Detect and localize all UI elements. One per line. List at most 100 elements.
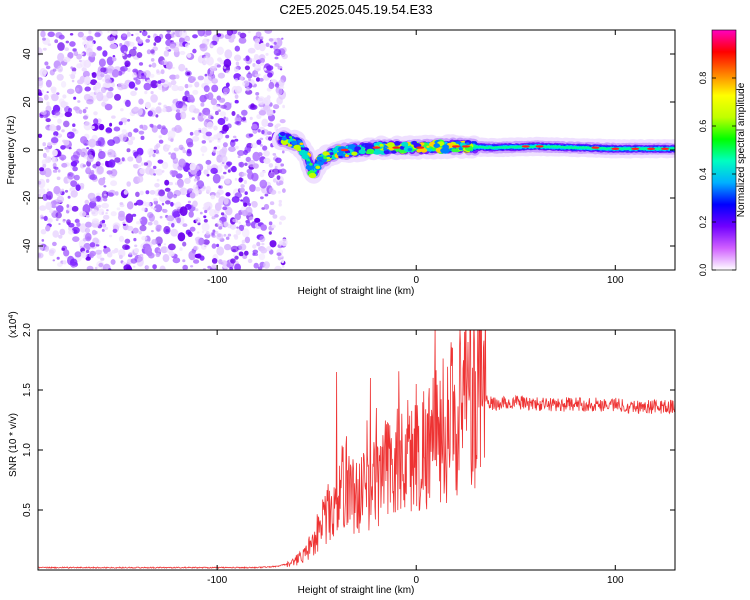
- noise-speckle: [208, 140, 212, 143]
- noise-speckle: [273, 41, 277, 45]
- noise-speckle: [154, 169, 158, 173]
- noise-speckle: [175, 109, 180, 113]
- noise-speckle: [175, 100, 183, 109]
- noise-speckle: [178, 144, 184, 150]
- noise-speckle: [197, 30, 206, 37]
- noise-speckle: [102, 50, 108, 57]
- noise-speckle: [109, 122, 113, 127]
- noise-speckle: [155, 252, 161, 258]
- noise-speckle: [186, 72, 191, 76]
- noise-speckle: [89, 242, 96, 248]
- noise-speckle: [241, 239, 246, 244]
- y-tick-label: 40: [22, 48, 33, 60]
- y-tick-label: 0.5: [22, 503, 33, 517]
- noise-speckle: [201, 222, 210, 232]
- noise-speckle: [40, 110, 47, 116]
- noise-speckle: [43, 94, 49, 101]
- noise-speckle: [160, 127, 168, 136]
- noise-speckle: [215, 110, 219, 116]
- noise-speckle: [111, 82, 115, 88]
- noise-speckle: [153, 197, 158, 202]
- noise-speckle: [40, 229, 47, 235]
- noise-speckle: [54, 39, 59, 44]
- noise-speckle: [259, 57, 265, 64]
- noise-speckle: [247, 31, 251, 34]
- noise-speckle: [259, 35, 264, 40]
- noise-speckle: [134, 87, 138, 91]
- noise-speckle: [125, 213, 134, 223]
- noise-speckle: [158, 135, 162, 139]
- noise-speckle: [47, 218, 53, 223]
- noise-speckle: [88, 30, 92, 35]
- noise-speckle: [85, 106, 88, 110]
- noise-speckle: [132, 213, 137, 217]
- noise-speckle: [267, 122, 274, 128]
- noise-speckle: [46, 188, 50, 191]
- noise-speckle: [73, 96, 77, 100]
- noise-speckle: [153, 220, 159, 226]
- band-blob: [407, 148, 413, 152]
- noise-speckle: [174, 201, 182, 210]
- noise-speckle: [251, 172, 259, 182]
- noise-speckle: [272, 178, 277, 183]
- band-blob: [305, 148, 308, 151]
- noise-speckle: [62, 260, 67, 265]
- noise-speckle: [184, 83, 189, 89]
- noise-speckle: [38, 252, 44, 259]
- noise-speckle: [61, 188, 65, 192]
- noise-speckle: [139, 31, 142, 33]
- noise-speckle: [100, 86, 107, 94]
- noise-speckle: [168, 251, 175, 257]
- noise-speckle: [130, 90, 137, 97]
- noise-speckle: [57, 169, 61, 173]
- noise-speckle: [132, 227, 139, 234]
- noise-speckle: [219, 175, 225, 180]
- noise-speckle: [229, 223, 237, 230]
- noise-speckle: [243, 180, 247, 185]
- noise-speckle: [38, 97, 44, 103]
- noise-speckle: [170, 79, 177, 86]
- band-peak: [372, 146, 381, 149]
- noise-speckle: [192, 108, 195, 111]
- noise-speckle: [110, 211, 117, 217]
- noise-speckle: [120, 66, 128, 72]
- snr-x-ticks: -100 0 100: [207, 330, 624, 586]
- noise-speckle: [54, 110, 61, 116]
- noise-speckle: [203, 215, 207, 219]
- noise-speckle: [47, 31, 55, 38]
- noise-speckle: [263, 157, 271, 164]
- noise-speckle: [44, 61, 49, 66]
- noise-speckle: [188, 250, 196, 261]
- noise-speckle: [275, 87, 283, 96]
- noise-speckle: [245, 86, 250, 92]
- noise-speckle: [188, 210, 194, 218]
- noise-speckle: [175, 112, 182, 121]
- noise-speckle: [63, 249, 70, 257]
- noise-speckle: [274, 161, 283, 170]
- noise-speckle: [165, 46, 169, 51]
- noise-speckle: [40, 30, 46, 38]
- snr-panel: -100 0 100 0.5 1.0 1.5 2.0 Height of straight…: [8, 311, 676, 596]
- noise-speckle: [41, 239, 45, 242]
- noise-speckle: [80, 136, 88, 144]
- noise-speckle: [243, 202, 248, 207]
- noise-speckle: [268, 221, 273, 226]
- noise-speckle: [127, 156, 134, 162]
- noise-speckle: [45, 201, 52, 210]
- noise-speckle: [55, 218, 59, 222]
- noise-speckle: [164, 179, 170, 186]
- noise-speckle: [251, 58, 257, 62]
- noise-speckle: [187, 84, 193, 88]
- noise-speckle: [269, 201, 275, 206]
- noise-speckle: [207, 92, 214, 101]
- noise-speckle: [141, 207, 146, 212]
- noise-speckle: [237, 31, 241, 36]
- noise-speckle: [223, 92, 228, 96]
- noise-speckle: [188, 169, 192, 172]
- noise-speckle: [42, 163, 47, 168]
- noise-speckle: [119, 254, 123, 259]
- noise-speckle: [161, 202, 165, 206]
- snr-y-ticks: 0.5 1.0 1.5 2.0: [22, 323, 675, 517]
- noise-speckle: [46, 191, 53, 196]
- noise-speckle: [62, 139, 67, 143]
